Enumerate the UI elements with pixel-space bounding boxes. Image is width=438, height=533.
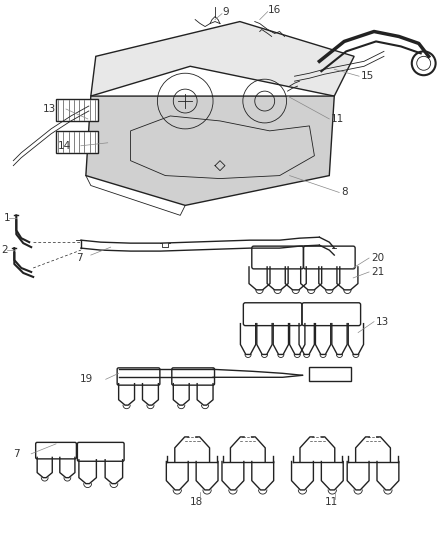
Text: 15: 15	[360, 71, 374, 81]
Polygon shape	[86, 96, 333, 205]
Text: 19: 19	[79, 374, 92, 384]
Text: 14: 14	[58, 141, 71, 151]
Text: 16: 16	[267, 5, 280, 14]
Text: 13: 13	[375, 317, 389, 327]
Bar	[56, 99, 98, 121]
Text: 11: 11	[331, 114, 344, 124]
Text: 8: 8	[340, 188, 347, 197]
Text: 18: 18	[189, 497, 202, 506]
Text: 20: 20	[370, 253, 383, 263]
Text: 9: 9	[222, 6, 228, 17]
Bar	[309, 367, 350, 381]
Bar	[56, 131, 98, 153]
Text: 7: 7	[13, 449, 19, 459]
Polygon shape	[91, 21, 353, 96]
Text: 21: 21	[370, 267, 383, 277]
Text: 7: 7	[76, 253, 82, 263]
Text: 2: 2	[1, 245, 8, 255]
Text: 1: 1	[4, 213, 10, 223]
Text: 11: 11	[324, 497, 337, 506]
Text: 13: 13	[43, 104, 56, 114]
